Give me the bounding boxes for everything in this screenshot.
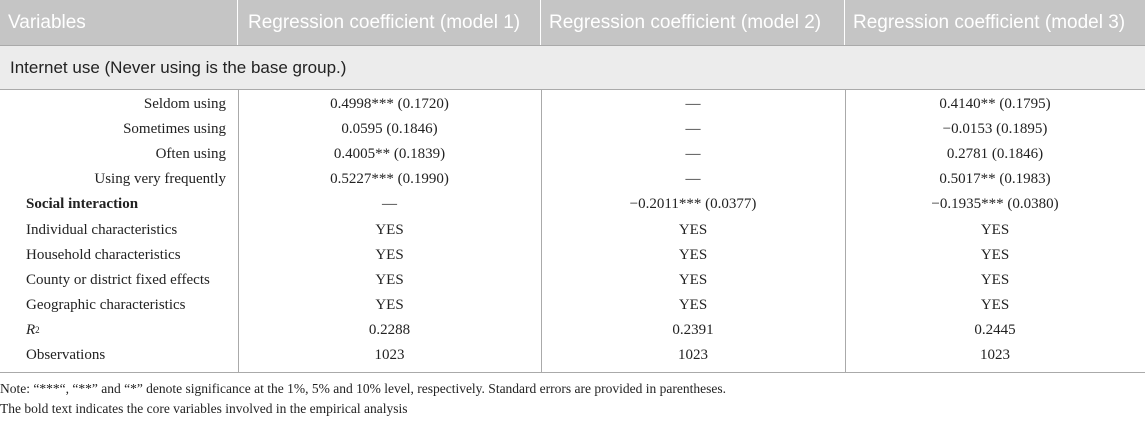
- column-divider: [541, 90, 542, 373]
- cell-model-3: 0.2445: [974, 321, 1016, 338]
- row-label: Often using: [155, 146, 226, 163]
- cell-model-1: 0.4005** (0.1839): [333, 146, 446, 163]
- row-label: Using very frequently: [94, 171, 226, 188]
- cell-model-3: YES: [980, 221, 1010, 238]
- cell-model-3: YES: [980, 271, 1010, 288]
- cell-model-3: −0.0153 (0.1895): [942, 121, 1048, 138]
- row-label: Observations: [26, 346, 106, 363]
- row-label: Individual characteristics: [26, 221, 178, 238]
- table-row: Geographic characteristics YES YES YES: [0, 293, 1145, 318]
- column-divider: [845, 90, 846, 373]
- cell-model-3: −0.1935*** (0.0380): [931, 196, 1059, 213]
- significance-note: Note: “***“, “**” and “*” denote signifi…: [0, 381, 726, 397]
- cell-model-3: 0.4140** (0.1795): [939, 96, 1051, 113]
- table-notes: Note: “***“, “**” and “*” denote signifi…: [0, 373, 1145, 419]
- cell-model-1: YES: [375, 246, 404, 263]
- cell-model-3: 0.2781 (0.1846): [946, 146, 1044, 163]
- cell-model-2: —: [685, 121, 701, 138]
- row-label: Seldom using: [143, 96, 226, 113]
- cell-model-2: —: [685, 171, 701, 188]
- row-label: Household characteristics: [26, 246, 181, 263]
- row-label: County or district fixed effects: [26, 271, 210, 288]
- table-row: Often using 0.4005** (0.1839) — 0.2781 (…: [0, 142, 1145, 167]
- header-model-3: Regression coefficient (model 3): [853, 11, 1126, 33]
- cell-model-2: YES: [678, 246, 708, 263]
- row-label: Sometimes using: [123, 121, 226, 138]
- cell-model-3: 0.5017** (0.1983): [939, 171, 1051, 188]
- cell-model-2: 1023: [678, 346, 708, 363]
- table-row: Observations 1023 1023 1023: [0, 343, 1145, 368]
- table-row: County or district fixed effects YES YES…: [0, 268, 1145, 293]
- group-row-internet-use: Internet use (Never using is the base gr…: [0, 46, 1145, 90]
- cell-model-1: 0.5227*** (0.1990): [330, 171, 449, 188]
- r-squared-symbol: R: [26, 321, 36, 338]
- cell-model-1: 0.2288: [368, 321, 411, 338]
- cell-model-1: —: [382, 196, 397, 213]
- table-row: Household characteristics YES YES YES: [0, 243, 1145, 268]
- table-header: Variables Regression coefficient (model …: [0, 0, 1145, 46]
- cell-model-3: YES: [980, 296, 1010, 313]
- table-body: Seldom using 0.4998*** (0.1720) — 0.4140…: [0, 90, 1145, 374]
- table-row: Individual characteristics YES YES YES: [0, 217, 1145, 242]
- cell-model-3: 1023: [980, 346, 1010, 363]
- cell-model-2: −0.2011*** (0.0377): [629, 196, 757, 213]
- header-variables: Variables: [0, 0, 238, 45]
- cell-model-1: YES: [375, 271, 404, 288]
- cell-model-2: —: [685, 146, 701, 163]
- table-row: Sometimes using 0.0595 (0.1846) — −0.015…: [0, 117, 1145, 142]
- header-model-1: Regression coefficient (model 1): [238, 0, 541, 45]
- bold-text-note: The bold text indicates the core variabl…: [0, 401, 408, 417]
- table-row: Using very frequently 0.5227*** (0.1990)…: [0, 167, 1145, 192]
- cell-model-1: YES: [375, 221, 404, 238]
- header-model-2: Regression coefficient (model 2): [541, 0, 845, 45]
- cell-model-1: 0.0595 (0.1846): [341, 121, 438, 138]
- row-label: Geographic characteristics: [26, 296, 186, 313]
- column-divider: [238, 90, 239, 373]
- cell-model-2: YES: [678, 271, 708, 288]
- cell-model-1: 1023: [374, 346, 405, 363]
- cell-model-1: YES: [375, 296, 404, 313]
- cell-model-2: —: [685, 96, 701, 113]
- cell-model-2: YES: [678, 221, 708, 238]
- cell-model-1: 0.4998*** (0.1720): [330, 96, 449, 113]
- cell-model-2: YES: [678, 296, 708, 313]
- table-row: Seldom using 0.4998*** (0.1720) — 0.4140…: [0, 92, 1145, 117]
- table-row: Social interaction — −0.2011*** (0.0377)…: [0, 192, 1145, 217]
- cell-model-2: 0.2391: [672, 321, 714, 338]
- cell-model-3: YES: [980, 246, 1010, 263]
- r-squared-exponent: 2: [35, 325, 40, 336]
- row-label: Social interaction: [26, 196, 139, 213]
